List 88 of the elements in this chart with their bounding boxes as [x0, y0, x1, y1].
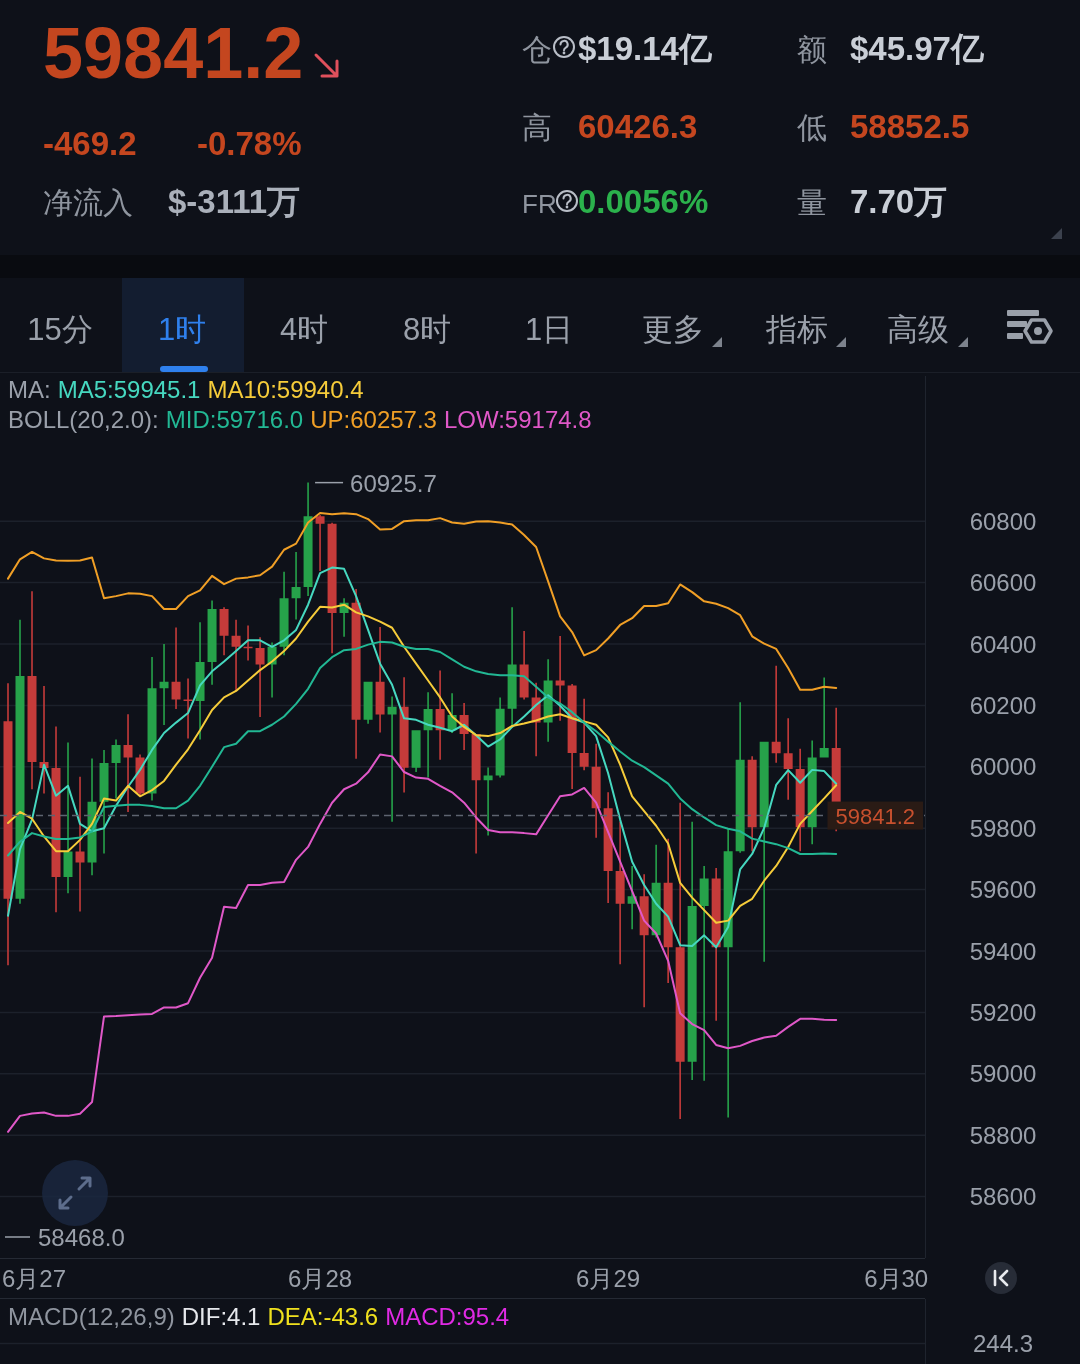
- text: DEA:-43.6: [267, 1303, 379, 1330]
- line-series: [7, 511, 838, 691]
- text: -469.2: [43, 125, 137, 162]
- text: $-3111万: [168, 183, 301, 220]
- candlestick: [423, 692, 433, 778]
- candlestick: [435, 670, 445, 760]
- y-tick-label: 59600: [969, 876, 1037, 904]
- y-tick-label: 58600: [969, 1183, 1037, 1211]
- candlestick: [171, 627, 181, 710]
- text: MA10:59940.4: [207, 376, 364, 403]
- annotation: 58468.0: [38, 1224, 125, 1251]
- text: 7.70万: [850, 183, 948, 220]
- candlestick: [555, 635, 565, 721]
- candlestick: [123, 714, 133, 812]
- candlestick: [387, 696, 397, 822]
- line-series: [7, 566, 838, 949]
- text: MA5:59945.1: [57, 376, 201, 403]
- candlestick: [699, 865, 709, 1081]
- annotation: MA:: [8, 376, 51, 403]
- y-tick-label: 58800: [969, 1121, 1037, 1149]
- candlestick: [75, 776, 85, 912]
- text: 指标: [765, 312, 828, 347]
- y-tick-label: 59000: [969, 1060, 1037, 1088]
- text: 1日: [524, 312, 574, 347]
- candlestick: [159, 644, 169, 726]
- text: 244.3: [972, 1330, 1034, 1357]
- y-tick-label: 59800: [969, 814, 1037, 842]
- text: 净流入: [43, 186, 133, 219]
- candlestick: [819, 677, 829, 758]
- text: MACD(12,26,9): [8, 1303, 175, 1330]
- x-tick-label: 6月30: [864, 1265, 929, 1292]
- candlestick: [483, 767, 493, 836]
- candlestick: [291, 551, 301, 620]
- text: 高级: [887, 312, 949, 347]
- y-tick-label: 60400: [969, 630, 1037, 658]
- y-tick-label: 60000: [969, 753, 1037, 781]
- candlestick: [27, 591, 37, 790]
- line-series: [7, 753, 838, 1133]
- y-tick-label: 59200: [969, 998, 1037, 1026]
- candlestick: [615, 821, 625, 965]
- text: MACD:95.4: [385, 1303, 510, 1330]
- y-tick-label: 60600: [969, 569, 1037, 597]
- text: FR: [522, 189, 557, 219]
- y-tick-label: 60200: [969, 691, 1037, 719]
- text: 高: [522, 111, 552, 144]
- text: 58852.5: [850, 108, 970, 145]
- annotation: BOLL(20,2.0):: [8, 406, 159, 433]
- text: 59841.2: [43, 13, 304, 93]
- candlestick: [63, 742, 73, 894]
- candlestick: [579, 698, 589, 771]
- line-series: [7, 603, 838, 924]
- candlestick: [243, 625, 253, 661]
- text: -0.78%: [197, 125, 302, 162]
- annotation: 60925.7: [350, 469, 437, 497]
- text: 0.0056%: [578, 183, 709, 220]
- candlestick: [219, 607, 229, 656]
- text: 更多: [642, 312, 704, 347]
- text: DIF:4.1: [181, 1303, 261, 1330]
- text: MID:59716.0: [165, 406, 304, 433]
- text: 8时: [402, 312, 452, 347]
- text: 量: [797, 186, 827, 219]
- text: 15分: [27, 312, 93, 347]
- candlestick: [255, 637, 265, 718]
- y-tick-label: 59400: [969, 937, 1037, 965]
- text: 60426.3: [578, 108, 698, 145]
- candlestick: [39, 686, 49, 794]
- text: LOW:59174.8: [443, 406, 592, 433]
- line-series: [7, 640, 838, 857]
- text: 1时: [157, 312, 207, 347]
- candlestick: [183, 678, 193, 739]
- text: 额: [797, 33, 827, 66]
- x-tick-label: 6月27: [2, 1265, 67, 1292]
- text: 仓: [522, 33, 552, 66]
- ref-line-label: 59841.2: [835, 803, 915, 829]
- candlestick: [783, 718, 793, 800]
- y-tick-label: 60800: [969, 507, 1037, 535]
- candlestick: [771, 665, 781, 763]
- text: $19.14亿: [578, 30, 713, 67]
- text: 4时: [279, 312, 329, 347]
- candlestick: [375, 627, 385, 733]
- x-tick-label: 6月28: [288, 1265, 353, 1292]
- text: UP:60257.3: [310, 406, 437, 433]
- candlestick: [111, 739, 121, 799]
- candlestick: [231, 619, 241, 691]
- text: 低: [797, 111, 827, 144]
- x-tick-label: 6月29: [576, 1265, 641, 1292]
- candlestick: [315, 515, 325, 571]
- text: $45.97亿: [850, 30, 985, 67]
